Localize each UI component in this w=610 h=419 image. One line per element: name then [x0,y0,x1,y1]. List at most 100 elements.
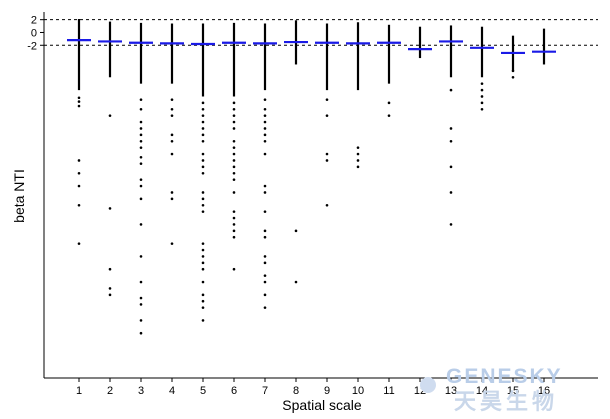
outlier-point [232,223,236,226]
x-tick-label: 10 [352,385,364,397]
outlier-point [201,203,205,207]
x-tick-label: 16 [538,385,550,397]
outlier-point [108,287,112,290]
outlier-point [108,207,112,210]
outlier-point [263,107,267,111]
outlier-point [139,155,143,159]
y-axis-title: beta NTI [11,169,27,223]
outlier-point [263,152,267,156]
outlier-point [139,120,143,124]
outlier-point [263,114,267,117]
outlier-point [201,152,205,156]
outlier-point [201,248,205,252]
outlier-point [139,296,143,300]
outlier-point [449,223,453,226]
outlier-point [201,319,205,322]
outlier-point [108,267,112,271]
outlier-point [294,229,298,233]
outlier-point [263,139,267,143]
outlier-point [139,139,143,143]
outlier-point [325,203,329,207]
outlier-point [170,152,174,156]
x-tick-label: 5 [200,385,206,397]
logo-mark-icon [420,377,436,393]
outlier-point [232,114,236,117]
outlier-point [449,139,453,143]
outlier-point [201,255,205,258]
outlier-point [325,114,329,117]
outlier-point [232,159,236,162]
outlier-point [232,165,236,169]
y-tick-label: 0 [31,27,37,39]
watermark-brand: GENESKY [446,365,563,388]
outlier-point [232,171,236,175]
outlier-point [232,139,236,143]
outlier-point [139,280,143,284]
outlier-point [263,280,267,284]
outlier-point [232,152,236,156]
outlier-point [201,120,205,124]
outlier-point [201,114,205,117]
outlier-point [77,159,81,162]
outlier-point [480,95,484,98]
outlier-point [77,203,81,207]
outlier-point [511,75,515,79]
outlier-point [201,197,205,201]
outlier-point [170,139,174,143]
outlier-point [139,223,143,226]
outlier-point [139,197,143,201]
x-tick-label: 15 [507,385,519,397]
x-tick-label: 14 [476,385,488,397]
outlier-point [387,114,391,117]
x-tick-label: 11 [383,385,394,397]
outlier-point [108,114,112,117]
outlier-point [449,165,453,169]
outlier-point [232,210,236,213]
outlier-point [356,165,360,169]
outlier-point [263,235,267,239]
outlier-point [139,162,143,165]
x-tick-label: 6 [231,385,237,397]
outlier-point [170,133,174,137]
outlier-point [201,293,205,297]
outlier-point [325,98,329,101]
outlier-point [263,255,267,258]
outlier-point [232,101,236,105]
outlier-point [139,146,143,149]
outlier-point [201,127,205,130]
x-tick-label: 1 [76,385,82,397]
outlier-point [201,210,205,213]
outlier-point [263,98,267,101]
x-tick-label: 9 [324,385,330,397]
outlier-point [139,319,143,322]
reference-lines [44,19,598,46]
outlier-point [139,184,143,188]
outlier-point [511,69,515,73]
outlier-point [201,191,205,194]
outlier-point [449,191,453,194]
outlier-point [77,171,81,175]
outlier-point [232,267,236,271]
outlier-point [201,139,205,143]
outlier-point [201,242,205,245]
outlier-point [232,127,236,130]
outlier-point [325,159,329,162]
outlier-point [77,96,81,100]
outlier-point [170,191,174,194]
x-tick-label: 2 [107,385,113,397]
outlier-point [201,107,205,111]
outlier-point [201,159,205,162]
outlier-point [449,127,453,130]
x-axis-title: Spatial scale [282,397,362,413]
outlier-point [232,216,236,220]
outlier-point [263,127,267,130]
outlier-point [139,98,143,101]
outlier-point [263,184,267,188]
x-tick-label: 4 [169,385,175,397]
outlier-point [356,159,360,162]
outlier-point [77,104,81,108]
box-marks [67,19,556,335]
outlier-point [263,191,267,194]
outlier-point [263,210,267,213]
outlier-point [263,261,267,265]
